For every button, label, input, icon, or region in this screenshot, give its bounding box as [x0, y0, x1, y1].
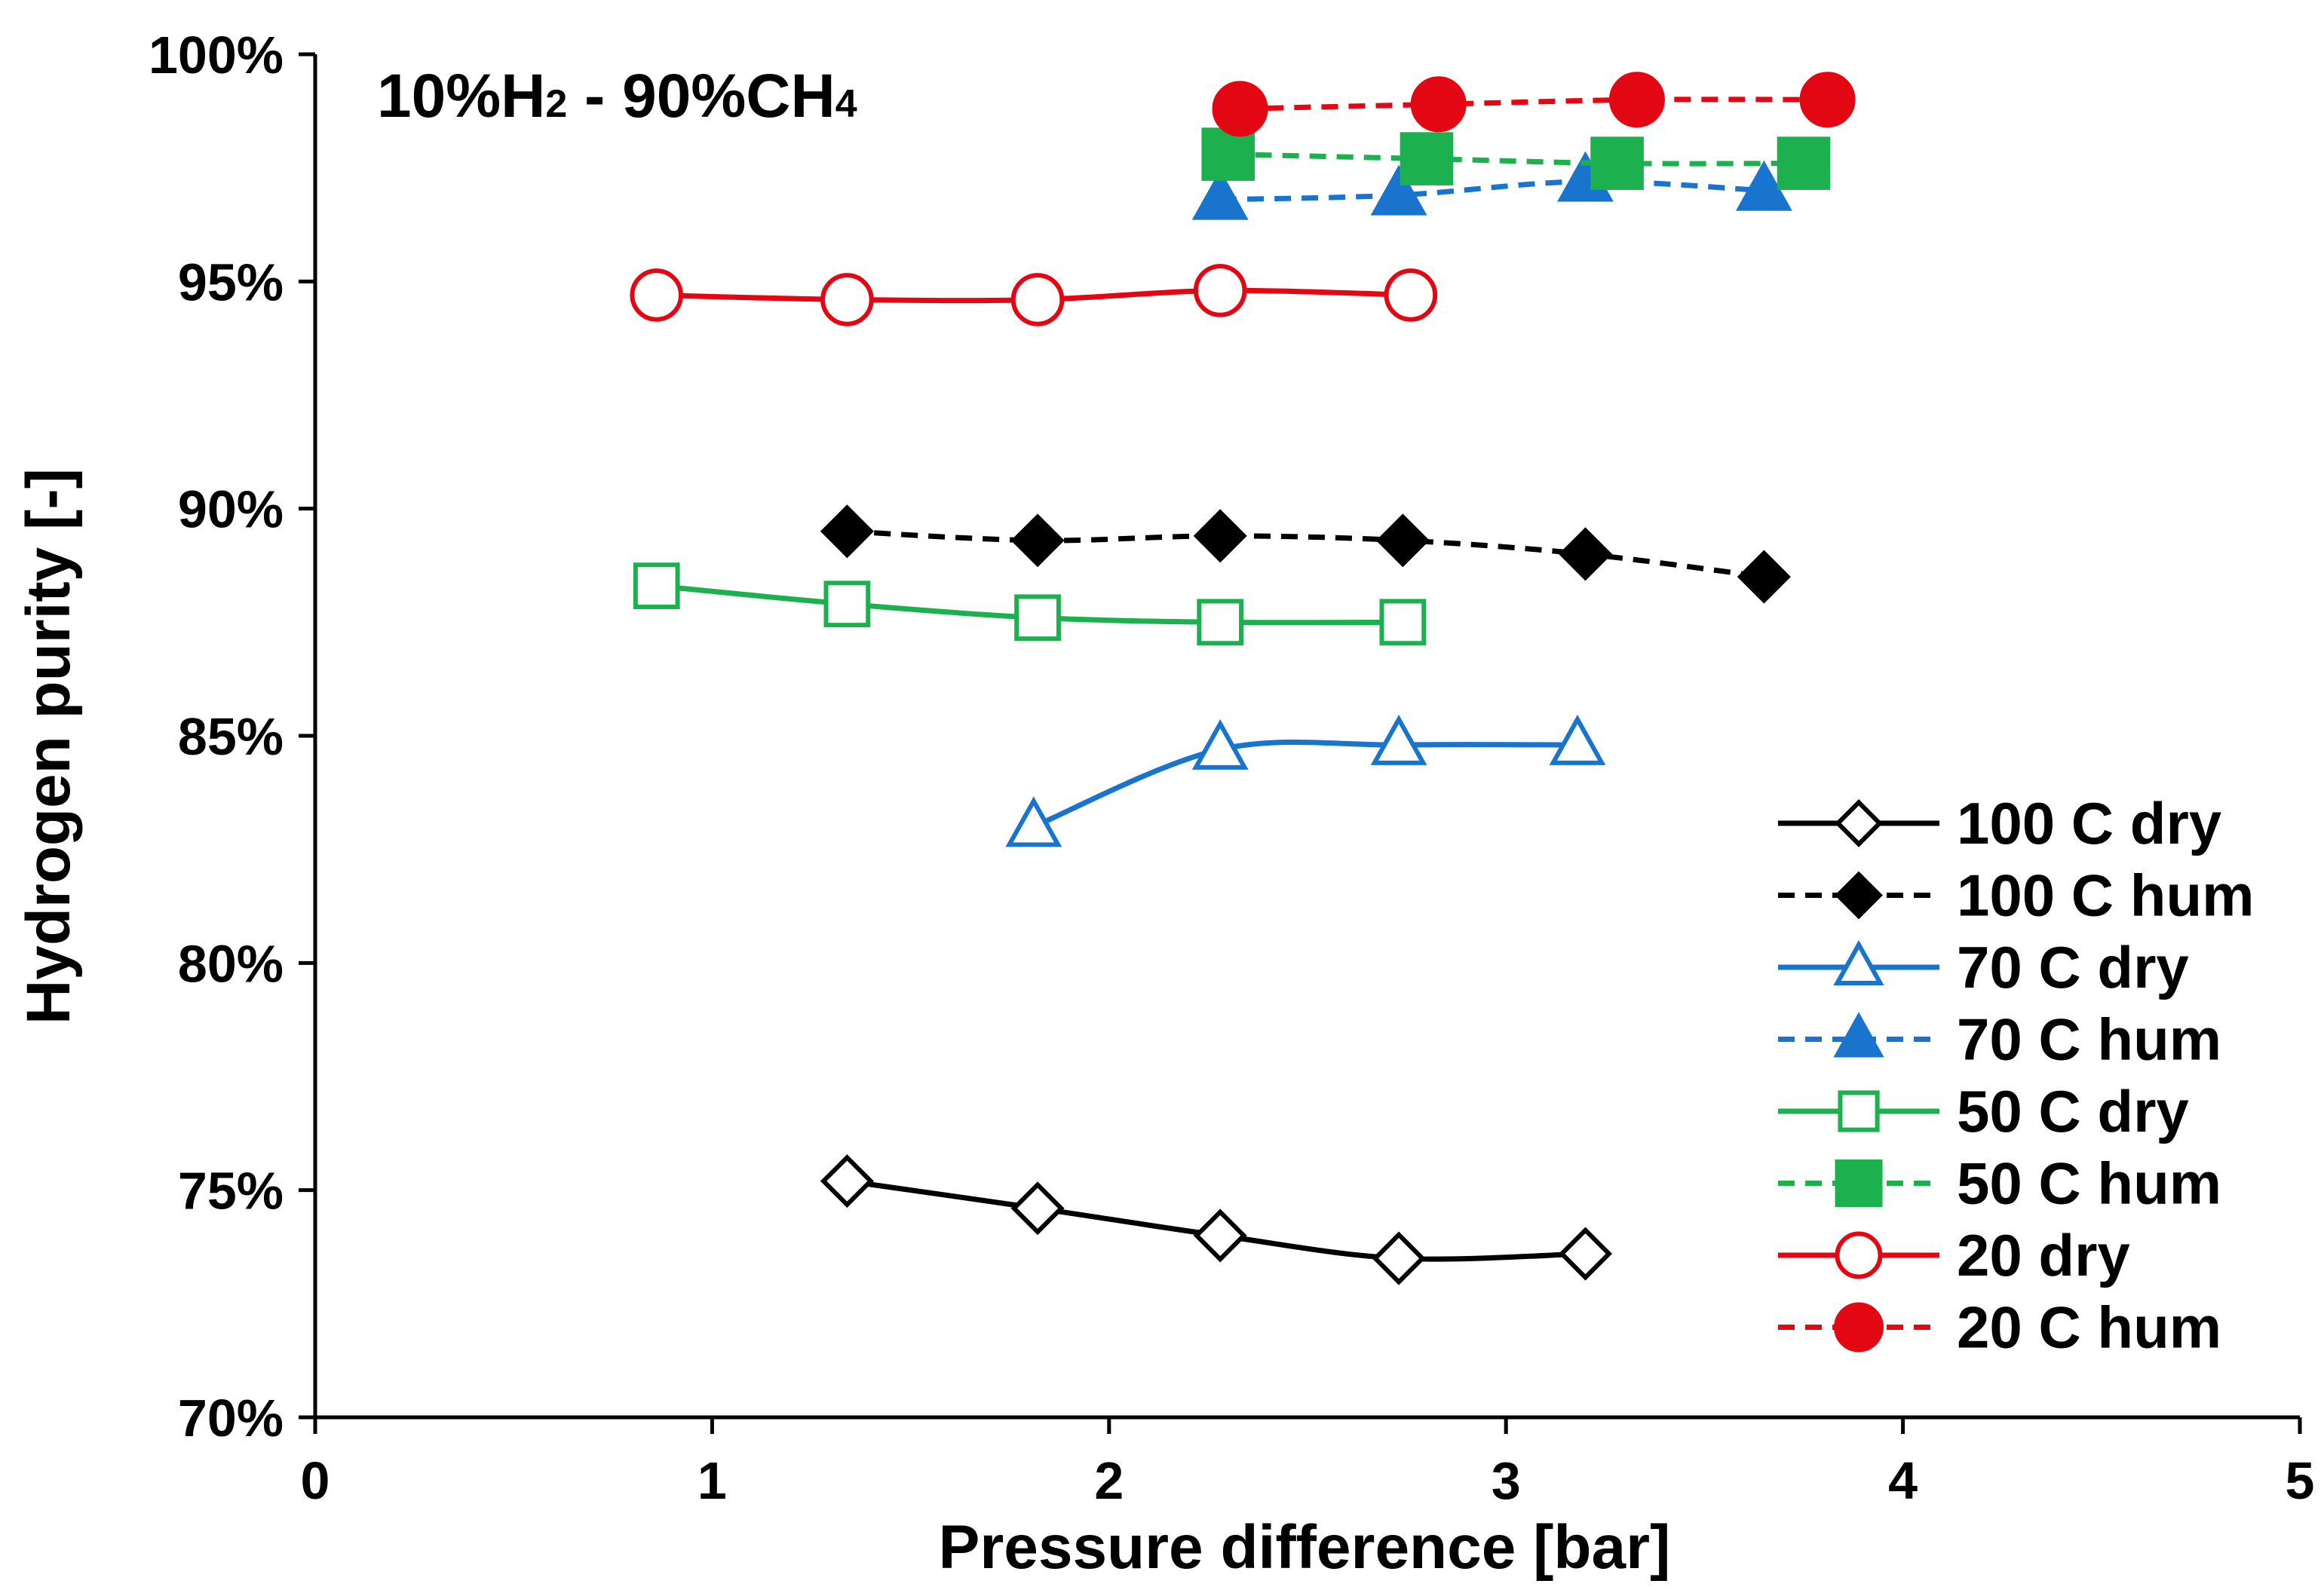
legend-entry: 50 C hum: [1778, 1150, 2221, 1217]
legend-entry: 20 C hum: [1778, 1294, 2221, 1361]
series-70-c-dry: [1005, 714, 1606, 847]
legend-marker: [1835, 1231, 1883, 1279]
data-point: [1737, 550, 1791, 604]
legend-entry: 100 C hum: [1778, 862, 2254, 929]
legend-marker: [1833, 939, 1884, 985]
annotation-part: 10%H: [377, 62, 545, 130]
annotation-part: - 90%CH: [567, 62, 835, 130]
data-point: [1212, 81, 1268, 137]
series-20-c-hum: [1212, 72, 1856, 137]
series-line: [847, 528, 1764, 580]
legend-label: 70 C dry: [1957, 934, 2189, 1000]
legend-label: 100 C hum: [1957, 862, 2254, 929]
x-tick-label: 4: [1888, 1451, 1918, 1510]
legend-marker: [1834, 1302, 1884, 1352]
data-point: [1197, 599, 1244, 646]
series-50-c-hum: [1201, 127, 1831, 190]
data-point: [1010, 1181, 1065, 1236]
legend-entry: 50 C dry: [1778, 1078, 2189, 1144]
data-point: [1549, 714, 1606, 765]
y-tick-label: 95%: [178, 253, 284, 311]
legend-entry: 70 C hum: [1778, 1006, 2221, 1073]
legend-label: 20 dry: [1957, 1222, 2130, 1288]
data-point: [1370, 164, 1427, 216]
data-point: [1558, 527, 1613, 581]
series-100-c-dry: [820, 1154, 1613, 1285]
series-layer: [630, 72, 1856, 1285]
legend-marker: [1833, 1012, 1884, 1058]
annotation-part: 4: [835, 82, 857, 126]
legend-entry: 20 dry: [1778, 1222, 2130, 1288]
legend-marker: [1835, 871, 1883, 920]
data-point: [1193, 1208, 1247, 1263]
series-70-c-hum: [1191, 151, 1792, 220]
legend-label: 50 C hum: [1957, 1150, 2221, 1217]
legend-label: 50 C dry: [1957, 1078, 2189, 1144]
y-tick-label: 100%: [149, 26, 284, 84]
x-tick-label: 0: [301, 1451, 330, 1510]
x-axis-title: Pressure difference [bar]: [939, 1513, 1671, 1582]
data-point: [630, 268, 684, 322]
data-point: [1777, 136, 1831, 190]
series-line: [1240, 96, 1828, 112]
legend-entry: 100 C dry: [1778, 790, 2221, 856]
legend-label: 100 C dry: [1957, 790, 2221, 856]
data-point: [1590, 136, 1644, 190]
data-point: [1799, 72, 1856, 128]
data-point: [1201, 127, 1256, 181]
data-point: [1191, 169, 1249, 220]
legend-entry: 70 C dry: [1778, 934, 2189, 1000]
data-point: [1005, 796, 1062, 847]
y-axis-title: Hydrogen purity [-]: [14, 468, 83, 1025]
x-tick-label: 5: [2286, 1451, 2315, 1510]
legend-marker: [1835, 1159, 1883, 1207]
data-point: [1384, 268, 1438, 322]
data-point: [1191, 718, 1249, 770]
series-20-dry: [630, 264, 1438, 326]
data-point: [1193, 264, 1247, 317]
data-point: [1372, 1231, 1426, 1285]
data-point: [820, 504, 874, 559]
x-tick-label: 3: [1492, 1451, 1521, 1510]
data-point: [820, 1154, 874, 1208]
y-tick-label: 90%: [178, 480, 284, 539]
data-point: [1010, 273, 1065, 326]
legend-label: 20 C hum: [1957, 1294, 2221, 1361]
series-line: [1032, 739, 1577, 829]
series-100-c-hum: [820, 504, 1791, 604]
axes: 70% 75% 80% 85% 90% 95% 100% 0 1 2 3 4 5: [149, 26, 2315, 1510]
x-tick-label: 2: [1094, 1451, 1124, 1510]
data-point: [1370, 714, 1427, 765]
data-point: [820, 273, 874, 326]
data-point: [1193, 509, 1247, 563]
data-point: [1410, 76, 1467, 133]
legend-marker: [1835, 799, 1883, 847]
y-tick-label: 85%: [178, 707, 284, 766]
annotation-part: 2: [545, 82, 567, 126]
data-point: [1010, 513, 1065, 568]
x-tick-label: 1: [698, 1451, 727, 1510]
data-point: [1558, 1227, 1613, 1281]
y-tick-label: 80%: [178, 934, 284, 993]
data-point: [1735, 160, 1792, 211]
series-50-c-dry: [633, 562, 1427, 646]
data-point: [1014, 594, 1061, 642]
data-point: [1375, 513, 1430, 568]
chart-annotation: 10%H2 - 90%CH4: [377, 62, 857, 130]
data-point: [823, 581, 871, 628]
series-line: [1220, 179, 1764, 203]
data-point: [1608, 72, 1665, 128]
data-point: [1400, 132, 1454, 185]
data-point: [1379, 599, 1427, 646]
data-point: [633, 562, 680, 609]
legend-marker: [1838, 1090, 1880, 1132]
y-tick-label: 70%: [178, 1389, 284, 1447]
y-tick-label: 75%: [178, 1162, 284, 1221]
legend-label: 70 C hum: [1957, 1006, 2221, 1073]
series-line: [1228, 152, 1804, 167]
